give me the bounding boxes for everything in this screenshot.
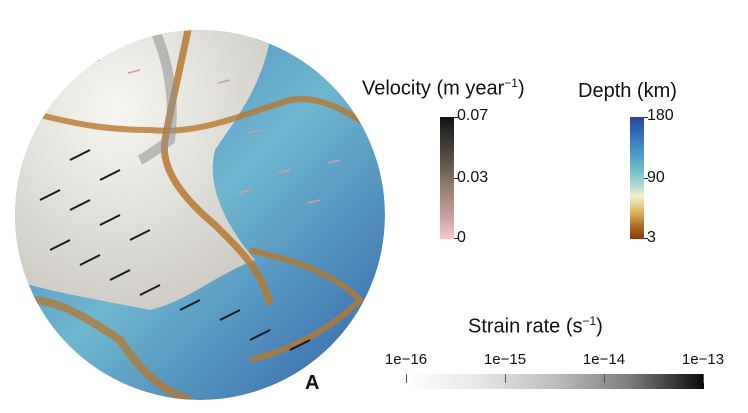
globe-svg	[15, 30, 385, 400]
continental-plate	[15, 30, 270, 310]
ridge-line	[249, 247, 365, 363]
depth-colorbar-title: Depth (km)	[578, 80, 677, 102]
velocity-tick-mark	[454, 178, 458, 179]
strain-tick-label: 1e−15	[483, 351, 527, 368]
ridge-line	[160, 30, 274, 306]
depth-tick-mid: 90	[647, 169, 665, 186]
strain-colorbar	[406, 374, 704, 389]
velocity-arrows	[39, 149, 311, 351]
strain-tick-mark	[406, 374, 407, 383]
strain-tick-label: 1e−14	[582, 351, 626, 368]
strain-tick-mark	[604, 374, 605, 383]
strain-band	[137, 30, 177, 165]
globe-visualization	[15, 30, 385, 400]
depth-tick-max: 180	[647, 107, 674, 124]
ridge-line	[39, 96, 377, 134]
depth-tick-mark	[644, 117, 648, 118]
velocity-tick-min: 0	[457, 229, 466, 246]
strain-tick-mark	[703, 374, 704, 383]
strain-tick-mark	[505, 374, 506, 383]
velocity-tick-mid: 0.03	[457, 169, 489, 186]
depth-tick-mark	[644, 238, 648, 239]
panel-label: A	[305, 372, 320, 394]
velocity-colorbar	[440, 117, 454, 239]
depth-tick-mark	[644, 178, 648, 179]
velocity-tick-mark	[454, 117, 458, 118]
strain-colorbar-title: Strain rate (s−1)	[468, 314, 603, 338]
velocity-colorbar-title: Velocity (m year−1)	[362, 76, 525, 100]
depth-colorbar	[630, 117, 644, 239]
strain-tick-label: 1e−16	[384, 351, 428, 368]
velocity-tick-max: 0.07	[457, 107, 489, 124]
ridge-line	[29, 296, 192, 400]
strain-tick-label: 1e−13	[681, 351, 725, 368]
velocity-tick-mark	[454, 238, 458, 239]
depth-tick-min: 3	[647, 229, 656, 246]
